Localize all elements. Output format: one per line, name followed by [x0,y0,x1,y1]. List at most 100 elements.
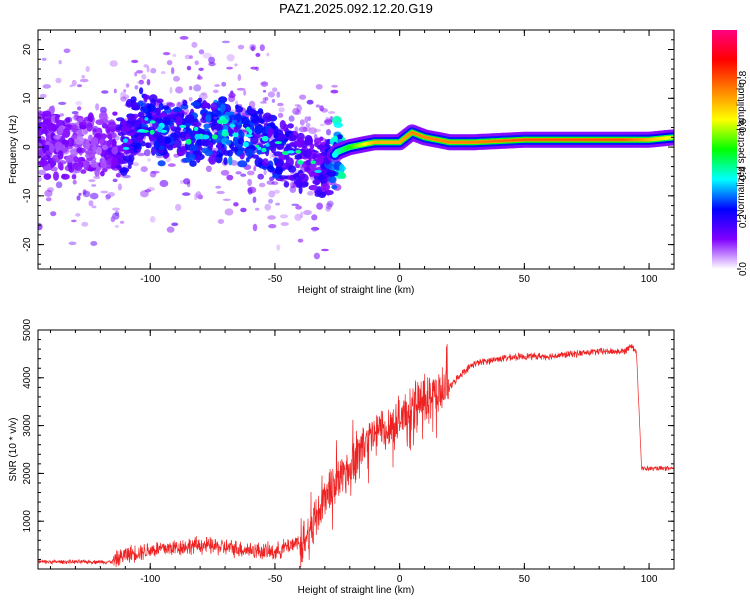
band-blob [231,146,239,152]
noise-blob [208,56,216,64]
noise-blob [138,79,144,85]
band-blob [228,114,238,120]
noise-blob [221,81,227,87]
noise-blob [55,181,63,189]
noise-blob [328,111,336,114]
band-blob [304,159,313,166]
band-blob [92,128,97,133]
noise-blob [258,182,266,188]
band-blob [111,157,119,167]
band-blob [140,140,146,147]
x-tick-label: -100 [140,274,160,285]
noise-blob [252,196,257,204]
noise-blob [316,202,323,210]
band-peak [137,129,146,133]
band-blob [119,167,128,176]
band-blob [326,170,337,177]
band-blob [79,124,87,130]
band-blob [99,136,106,147]
y-tick-label: -10 [22,188,33,203]
band-blob [217,142,222,151]
band-blob [54,114,60,123]
snr-y-label: SNR (10 * v/v) [8,418,19,482]
noise-blob [81,74,86,79]
noise-blob [195,191,202,199]
noise-blob [166,60,173,66]
noise-blob [77,106,82,111]
band-blob [65,117,71,123]
band-peak [123,138,128,143]
noise-blob [326,200,334,207]
noise-blob [81,221,89,227]
band-blob [189,160,197,167]
noise-blob [295,205,302,210]
band-blob [111,146,119,155]
band-blob [298,173,309,183]
band-blob [309,143,315,150]
band-blob [313,137,322,145]
band-blob [76,147,83,154]
band-blob [216,110,222,115]
band-blob [257,118,265,124]
noise-blob [120,91,127,96]
band-blob [254,157,264,168]
noise-blob [276,244,281,251]
band-blob [238,147,246,152]
colorbar-tick-label: 0.2 [738,214,749,228]
noise-blob [193,84,202,92]
band-blob [215,154,223,164]
noise-blob [144,149,151,157]
band-blob [306,148,312,158]
y-tick-label: -20 [22,237,33,252]
y-tick-label: 10 [22,92,33,104]
noise-blob [198,49,205,55]
band-blob [308,184,319,191]
band-blob [156,98,164,104]
band-blob [50,158,55,169]
band-blob [331,184,338,190]
band-peak [295,149,302,154]
snr-marks [38,343,674,568]
band-blob [85,139,90,150]
noise-blob [226,54,235,62]
noise-blob [167,163,176,167]
noise-blob [311,226,318,232]
noise-blob [295,110,301,115]
noise-blob [216,190,225,195]
band-blob [47,122,55,132]
noise-blob [313,252,320,260]
band-blob [42,144,51,151]
band-blob [121,125,129,132]
noise-blob [291,203,299,206]
noise-blob [88,200,94,207]
noise-blob [39,93,47,99]
noise-blob [240,173,247,177]
band-blob [278,133,286,141]
band-peak [211,134,218,140]
band-blob [251,154,259,159]
x-tick-label: 0 [397,274,403,285]
band-blob [38,149,44,157]
noise-blob [306,99,314,105]
noise-blob [262,97,267,103]
noise-blob [226,66,234,70]
noise-blob [237,74,242,81]
noise-blob [143,64,149,68]
band-blob [107,121,117,130]
noise-blob [268,198,274,204]
spectrogram-frame [37,29,675,270]
band-blob [332,135,338,142]
band-peak [201,134,210,140]
band-blob [147,104,152,113]
band-peak [265,143,270,147]
noise-blob [308,127,318,135]
noise-blob [255,52,261,57]
noise-blob [191,41,198,48]
band-blob [162,105,170,110]
band-blob [100,170,105,177]
noise-blob [264,203,272,211]
noise-blob [278,107,285,113]
band-blob [94,167,100,177]
noise-blob [215,185,222,189]
y-tick-label: 1000 [22,510,33,533]
